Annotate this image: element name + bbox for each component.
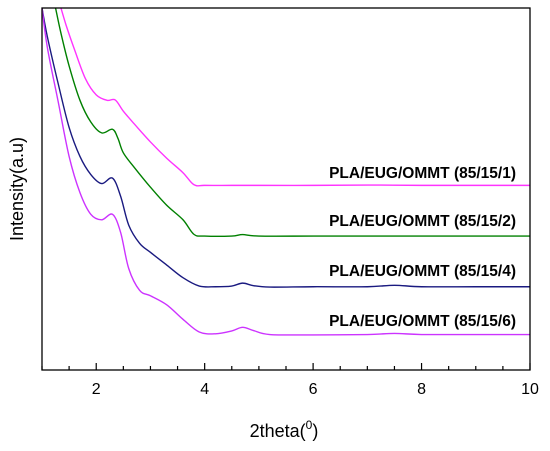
y-axis-title: Intensity(a.u)	[7, 137, 27, 241]
x-axis: 2 4 6 8 10	[41, 363, 539, 398]
x-axis-title: 2theta(0)	[250, 418, 319, 441]
x-axis-title-superscript: 0	[306, 418, 313, 432]
x-axis-title-suffix: )	[312, 421, 318, 441]
series-curves	[42, 8, 530, 336]
x-tick-label: 4	[200, 381, 209, 398]
series-line-4	[42, 8, 530, 336]
x-tick-label: 8	[417, 381, 426, 398]
x-tick-label: 10	[521, 381, 539, 398]
series-line-2	[54, 8, 530, 237]
series-label-3: PLA/EUG/OMMT (85/15/4)	[329, 263, 516, 280]
series-label-2: PLA/EUG/OMMT (85/15/2)	[329, 213, 516, 230]
series-line-1	[60, 8, 530, 187]
x-axis-title-main: 2theta(	[250, 421, 306, 441]
series-label-4: PLA/EUG/OMMT (85/15/6)	[329, 313, 516, 330]
x-tick-label: 6	[309, 381, 318, 398]
series-label-1: PLA/EUG/OMMT (85/15/1)	[329, 165, 516, 182]
series-labels: PLA/EUG/OMMT (85/15/1) PLA/EUG/OMMT (85/1…	[329, 165, 516, 330]
x-tick-label: 2	[92, 381, 101, 398]
series-line-3	[42, 8, 530, 288]
